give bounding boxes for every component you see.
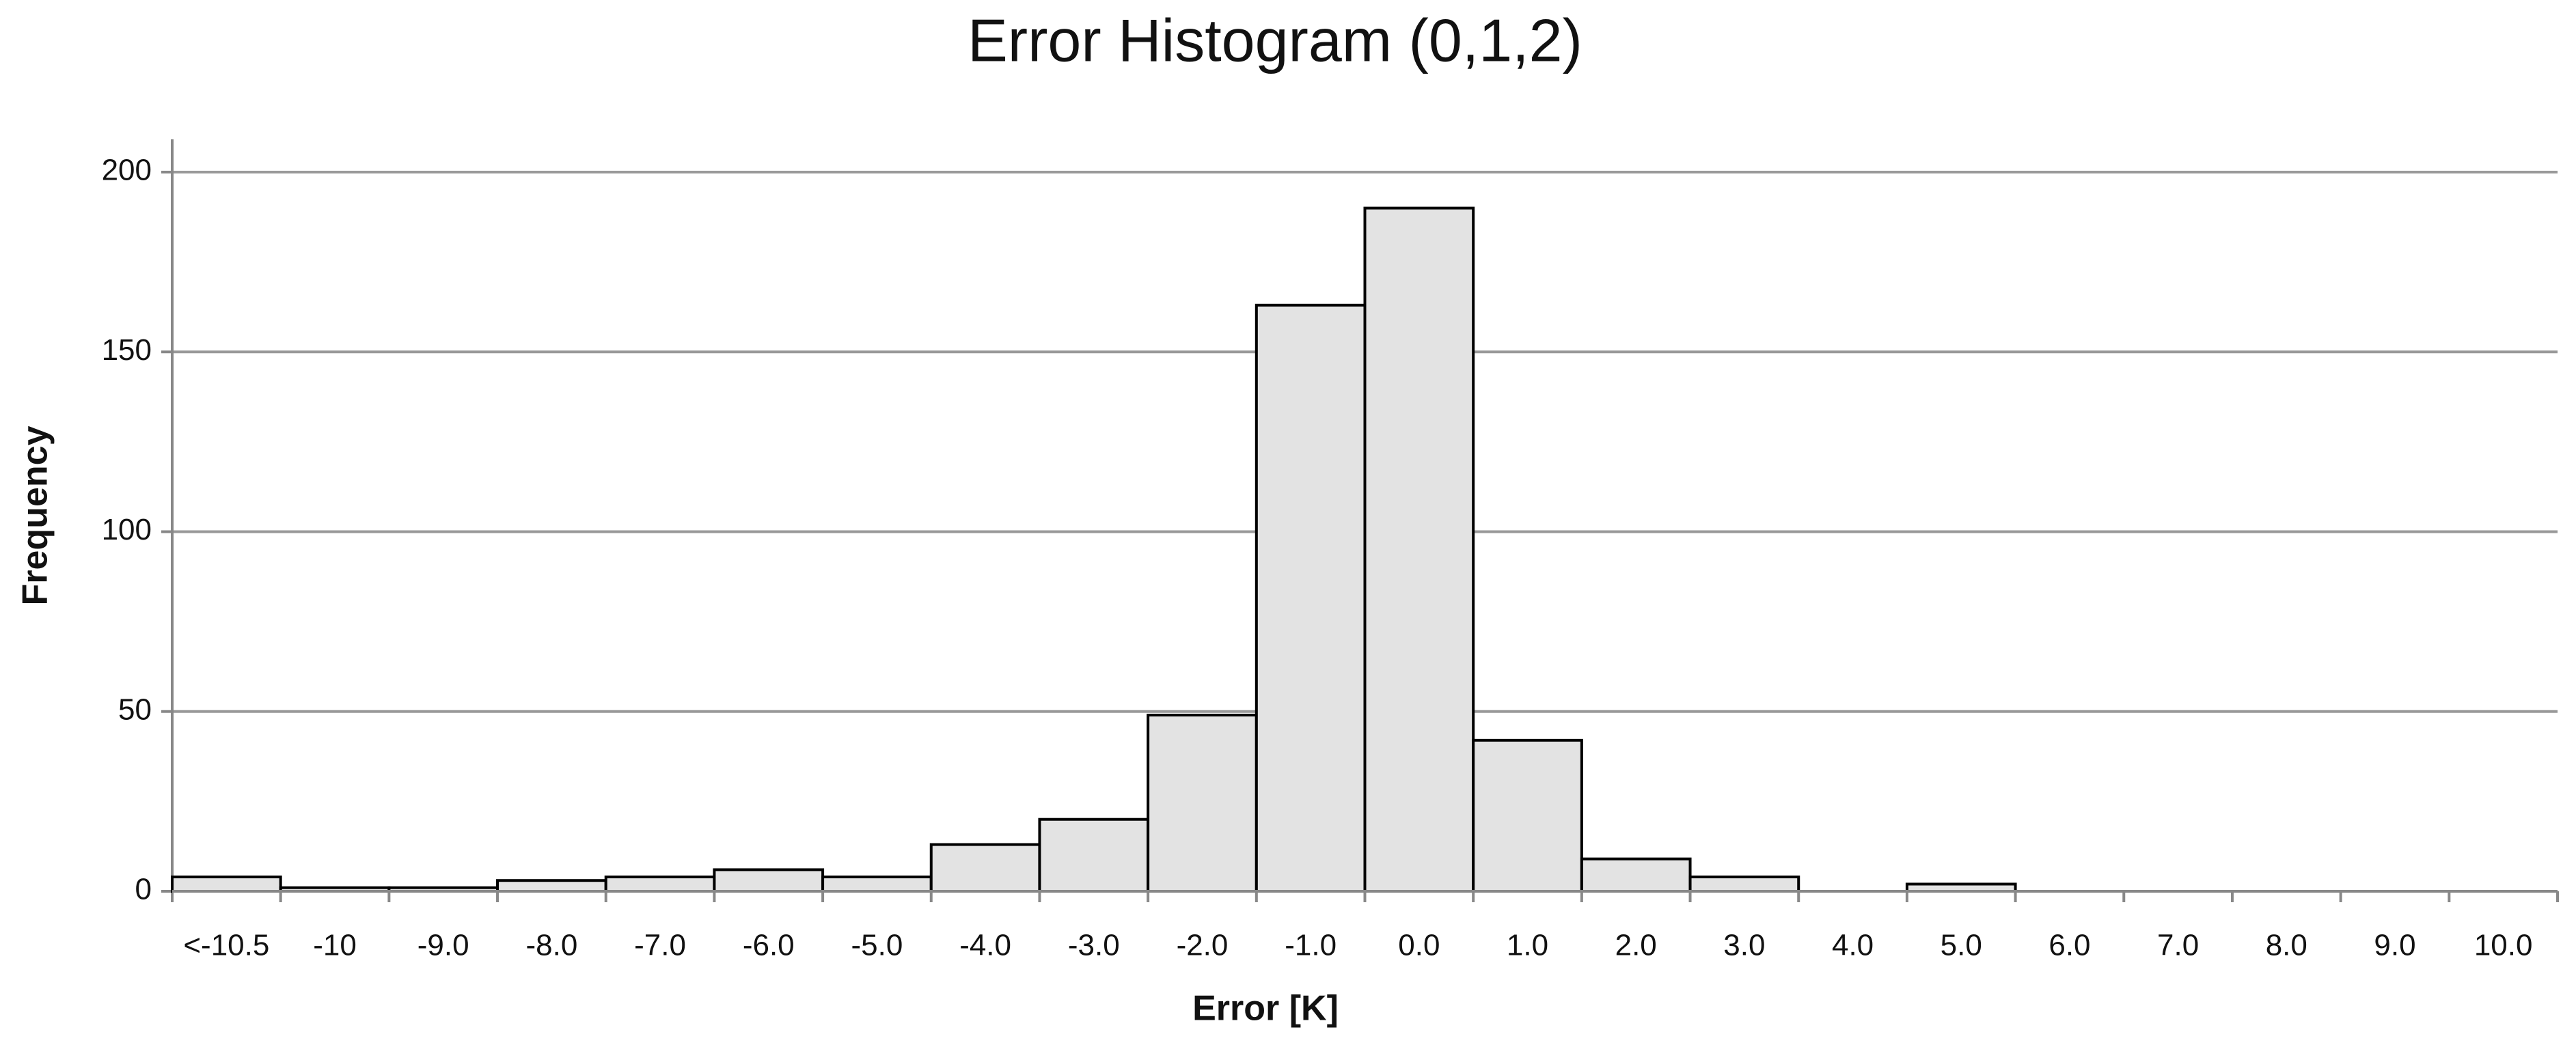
bar [1472,738,1583,893]
bar [1580,857,1692,893]
x-tick-label: 7.0 [2157,929,2199,962]
x-tick-label: 6.0 [2049,929,2090,962]
x-tick-label: -9.0 [417,929,469,962]
bar [821,875,933,893]
bar [1688,875,1800,893]
bar [171,875,282,893]
x-tick-label: 4.0 [1832,929,1874,962]
x-tick-label: 9.0 [2374,929,2415,962]
x-tick-label: -4.0 [959,929,1011,962]
bar [929,843,1041,893]
y-tick-label: 50 [118,693,152,726]
x-tick-label: 0.0 [1398,929,1440,962]
x-tick-label: -10 [313,929,357,962]
x-tick-label: -5.0 [851,929,903,962]
x-tick-label: -8.0 [525,929,577,962]
x-tick-label: 8.0 [2266,929,2307,962]
x-tick-label: -1.0 [1285,929,1337,962]
x-tick-label: 1.0 [1507,929,1548,962]
bar [1038,818,1150,893]
bar [496,879,607,893]
y-axis-title: Frequency [16,425,55,605]
x-tick-label: -2.0 [1177,929,1229,962]
x-tick-label: -7.0 [634,929,686,962]
x-axis-title: Error [K] [1192,989,1339,1029]
x-tick-label: 10.0 [2474,929,2533,962]
x-tick-label: <-10.5 [183,929,269,962]
x-tick-label: -3.0 [1068,929,1120,962]
y-tick-label: 150 [102,333,152,367]
y-tick-label: 200 [102,154,152,187]
bar [1147,714,1258,893]
bar [713,868,825,893]
x-tick-label: 3.0 [1723,929,1765,962]
y-tick-label: 100 [102,513,152,546]
y-tick-label: 0 [135,873,152,906]
bar [604,875,716,893]
x-tick-label: -6.0 [743,929,795,962]
x-tick-label: 2.0 [1615,929,1657,962]
chart-title: Error Histogram (0,1,2) [968,6,1582,74]
x-tick-label: 5.0 [1941,929,1982,962]
bar [1255,303,1367,893]
bar [1363,206,1475,893]
